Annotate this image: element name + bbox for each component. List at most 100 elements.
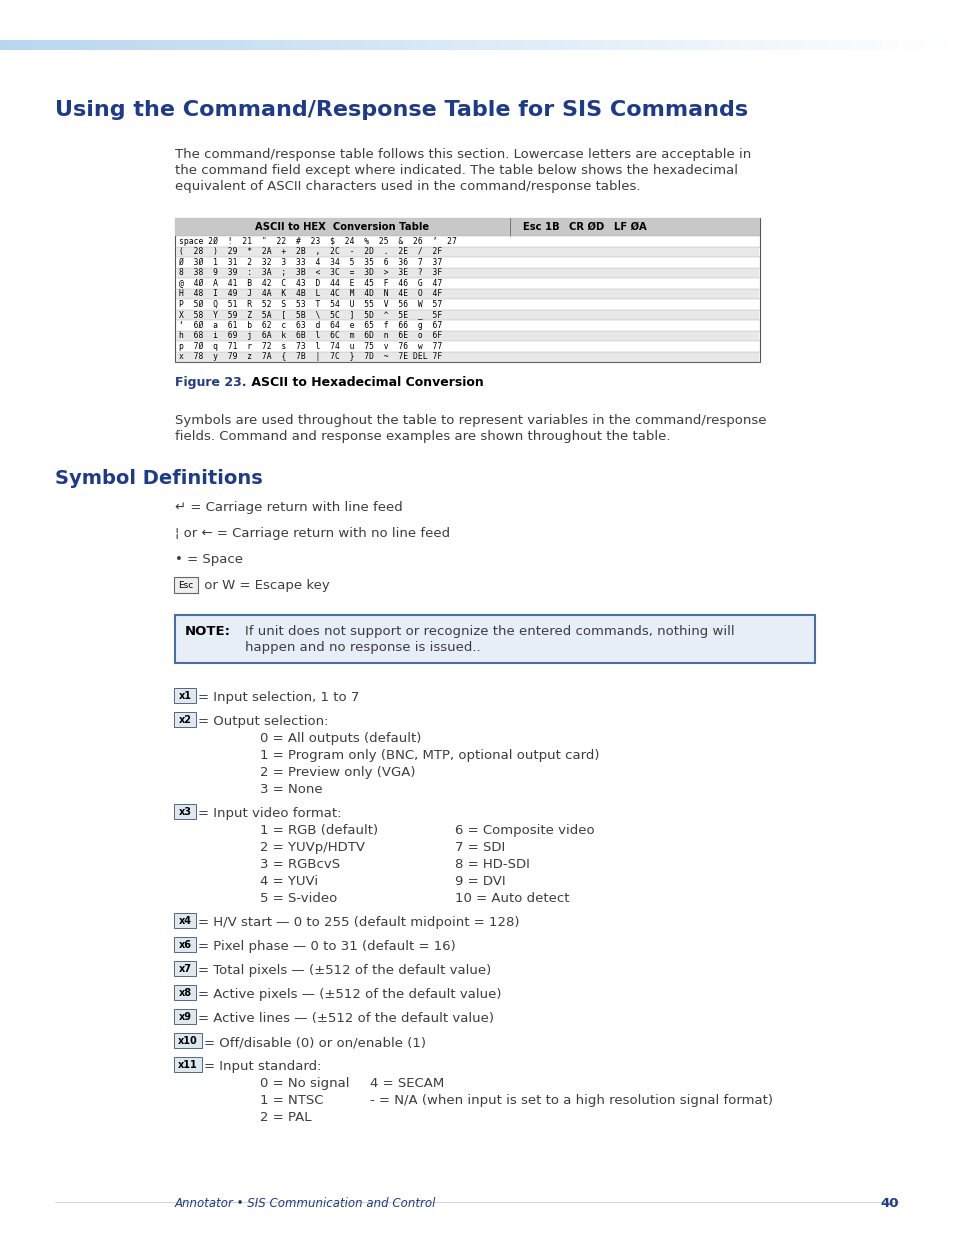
Bar: [675, 40, 684, 49]
Bar: [405, 40, 414, 49]
Text: x4: x4: [178, 916, 192, 926]
Text: Esc 1B: Esc 1B: [522, 222, 558, 232]
Bar: [476, 40, 485, 49]
Text: Esc: Esc: [178, 580, 193, 589]
Text: = Input selection, 1 to 7: = Input selection, 1 to 7: [198, 692, 359, 704]
Bar: [64, 40, 72, 49]
Bar: [48, 40, 56, 49]
Text: Using the Command/Response Table for SIS Commands: Using the Command/Response Table for SIS…: [55, 100, 747, 120]
Text: = Active lines — (±512 of the default value): = Active lines — (±512 of the default va…: [198, 1011, 494, 1025]
Bar: [238, 40, 247, 49]
Text: = Off/disable (0) or on/enable (1): = Off/disable (0) or on/enable (1): [204, 1036, 426, 1049]
Text: Annotator • SIS Communication and Control: Annotator • SIS Communication and Contro…: [174, 1197, 436, 1210]
Bar: [262, 40, 271, 49]
Bar: [143, 40, 152, 49]
Bar: [913, 40, 923, 49]
Bar: [222, 40, 232, 49]
FancyBboxPatch shape: [173, 1032, 202, 1049]
Bar: [31, 40, 41, 49]
Bar: [175, 352, 759, 362]
Text: space 2Ø  !  21  "  22  #  23  $  24  %  25  &  26  ’  27: space 2Ø ! 21 " 22 # 23 $ 24 % 25 & 26 ’…: [179, 237, 456, 246]
Bar: [794, 40, 803, 49]
Bar: [905, 40, 914, 49]
Text: 2 = PAL: 2 = PAL: [260, 1112, 312, 1124]
Bar: [524, 40, 533, 49]
Bar: [119, 40, 128, 49]
Text: happen and no response is issued..: happen and no response is issued..: [245, 641, 480, 655]
Bar: [24, 40, 32, 49]
Bar: [310, 40, 318, 49]
Bar: [326, 40, 335, 49]
Bar: [175, 268, 759, 278]
Text: = H/V start — 0 to 255 (default midpoint = 128): = H/V start — 0 to 255 (default midpoint…: [198, 916, 519, 929]
Text: LF ØA: LF ØA: [613, 222, 646, 232]
Bar: [453, 40, 461, 49]
Text: 6 = Composite video: 6 = Composite video: [455, 824, 594, 837]
Bar: [667, 40, 676, 49]
Bar: [286, 40, 294, 49]
Bar: [779, 40, 787, 49]
Bar: [112, 40, 120, 49]
Text: Symbols are used throughout the table to represent variables in the command/resp: Symbols are used throughout the table to…: [174, 414, 765, 427]
Bar: [818, 40, 827, 49]
Text: = Active pixels — (±512 of the default value): = Active pixels — (±512 of the default v…: [198, 988, 501, 1002]
Text: p  7Ø  q  71  r  72  s  73  l  74  u  75  v  76  w  77: p 7Ø q 71 r 72 s 73 l 74 u 75 v 76 w 77: [179, 342, 442, 351]
Text: 1 = NTSC: 1 = NTSC: [260, 1094, 323, 1107]
Text: 3 = None: 3 = None: [260, 783, 322, 797]
Text: x9: x9: [178, 1011, 192, 1023]
Bar: [937, 40, 946, 49]
Text: Figure 23.: Figure 23.: [174, 375, 246, 389]
Bar: [397, 40, 406, 49]
Bar: [500, 40, 509, 49]
Bar: [175, 289, 759, 299]
Bar: [556, 40, 565, 49]
Bar: [731, 40, 740, 49]
Bar: [826, 40, 835, 49]
Text: 1 = Program only (BNC, MTP, optional output card): 1 = Program only (BNC, MTP, optional out…: [260, 748, 598, 762]
Bar: [643, 40, 652, 49]
Text: h  68  i  69  j  6A  k  6B  l  6C  m  6D  n  6E  o  6F: h 68 i 69 j 6A k 6B l 6C m 6D n 6E o 6F: [179, 331, 442, 341]
Text: • = Space: • = Space: [174, 553, 243, 566]
Bar: [865, 40, 875, 49]
Bar: [841, 40, 851, 49]
Text: X  58  Y  59  Z  5A  [  5B  \  5C  ]  5D  ^  5E  _  5F: X 58 Y 59 Z 5A [ 5B \ 5C ] 5D ^ 5E _ 5F: [179, 310, 442, 320]
Text: = Input video format:: = Input video format:: [198, 806, 341, 820]
Bar: [889, 40, 899, 49]
FancyBboxPatch shape: [173, 713, 195, 727]
Bar: [214, 40, 223, 49]
Bar: [174, 219, 760, 236]
Text: x2: x2: [178, 715, 192, 725]
Bar: [627, 40, 637, 49]
Bar: [691, 40, 700, 49]
Text: x10: x10: [178, 1036, 197, 1046]
Bar: [350, 40, 358, 49]
Bar: [302, 40, 311, 49]
Bar: [167, 40, 175, 49]
Text: x1: x1: [178, 692, 192, 701]
Text: ‘  6Ø  a  61  b  62  c  63  d  64  e  65  f  66  g  67: ‘ 6Ø a 61 b 62 c 63 d 64 e 65 f 66 g 67: [179, 321, 442, 330]
Text: 5 = S-video: 5 = S-video: [260, 892, 337, 905]
Bar: [175, 331, 759, 341]
Bar: [389, 40, 398, 49]
Text: If unit does not support or recognize the entered commands, nothing will: If unit does not support or recognize th…: [245, 625, 734, 638]
Bar: [532, 40, 541, 49]
FancyBboxPatch shape: [173, 688, 195, 703]
Text: 1 = RGB (default): 1 = RGB (default): [260, 824, 377, 837]
Bar: [858, 40, 866, 49]
Bar: [365, 40, 375, 49]
Bar: [612, 40, 620, 49]
Text: ↵ = Carriage return with line feed: ↵ = Carriage return with line feed: [174, 501, 402, 514]
Text: Ø  3Ø  1  31  2  32  3  33  4  34  5  35  6  36  7  37: Ø 3Ø 1 31 2 32 3 33 4 34 5 35 6 36 7 37: [179, 258, 442, 267]
Text: 4 = SECAM: 4 = SECAM: [370, 1077, 444, 1091]
FancyBboxPatch shape: [174, 615, 814, 663]
Bar: [79, 40, 89, 49]
Bar: [810, 40, 819, 49]
Bar: [540, 40, 549, 49]
Text: x3: x3: [178, 806, 192, 818]
Text: 2 = YUVp/HDTV: 2 = YUVp/HDTV: [260, 841, 365, 853]
Bar: [636, 40, 644, 49]
Text: - = N/A (when input is set to a high resolution signal format): - = N/A (when input is set to a high res…: [370, 1094, 772, 1107]
Bar: [135, 40, 144, 49]
Text: 9 = DVI: 9 = DVI: [455, 876, 505, 888]
Bar: [508, 40, 517, 49]
